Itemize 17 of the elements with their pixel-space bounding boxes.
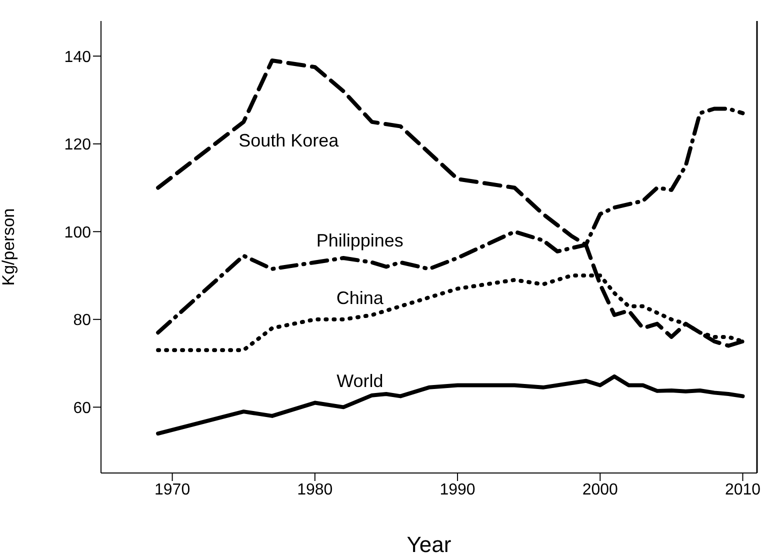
x-axis-title: Year — [406, 532, 452, 556]
series-label: South Korea — [238, 130, 340, 150]
y-tick-label: 120 — [64, 136, 92, 154]
y-tick-label: 100 — [64, 224, 92, 242]
y-tick-label: 60 — [73, 400, 92, 417]
series-label: China — [336, 288, 384, 308]
y-tick-label: 140 — [64, 48, 92, 66]
y-tick-label: 80 — [73, 312, 92, 330]
y-axis-title: Kg/person — [0, 208, 18, 286]
x-tick-label: 1980 — [297, 481, 333, 498]
series-label: Philippines — [316, 230, 404, 251]
series-label: World — [336, 371, 384, 392]
x-tick-label: 2000 — [582, 481, 618, 498]
x-tick-label: 1970 — [154, 481, 190, 498]
line-series — [156, 374, 745, 436]
x-tick-label: 2010 — [724, 481, 761, 498]
x-tick-label: 1990 — [440, 481, 476, 498]
